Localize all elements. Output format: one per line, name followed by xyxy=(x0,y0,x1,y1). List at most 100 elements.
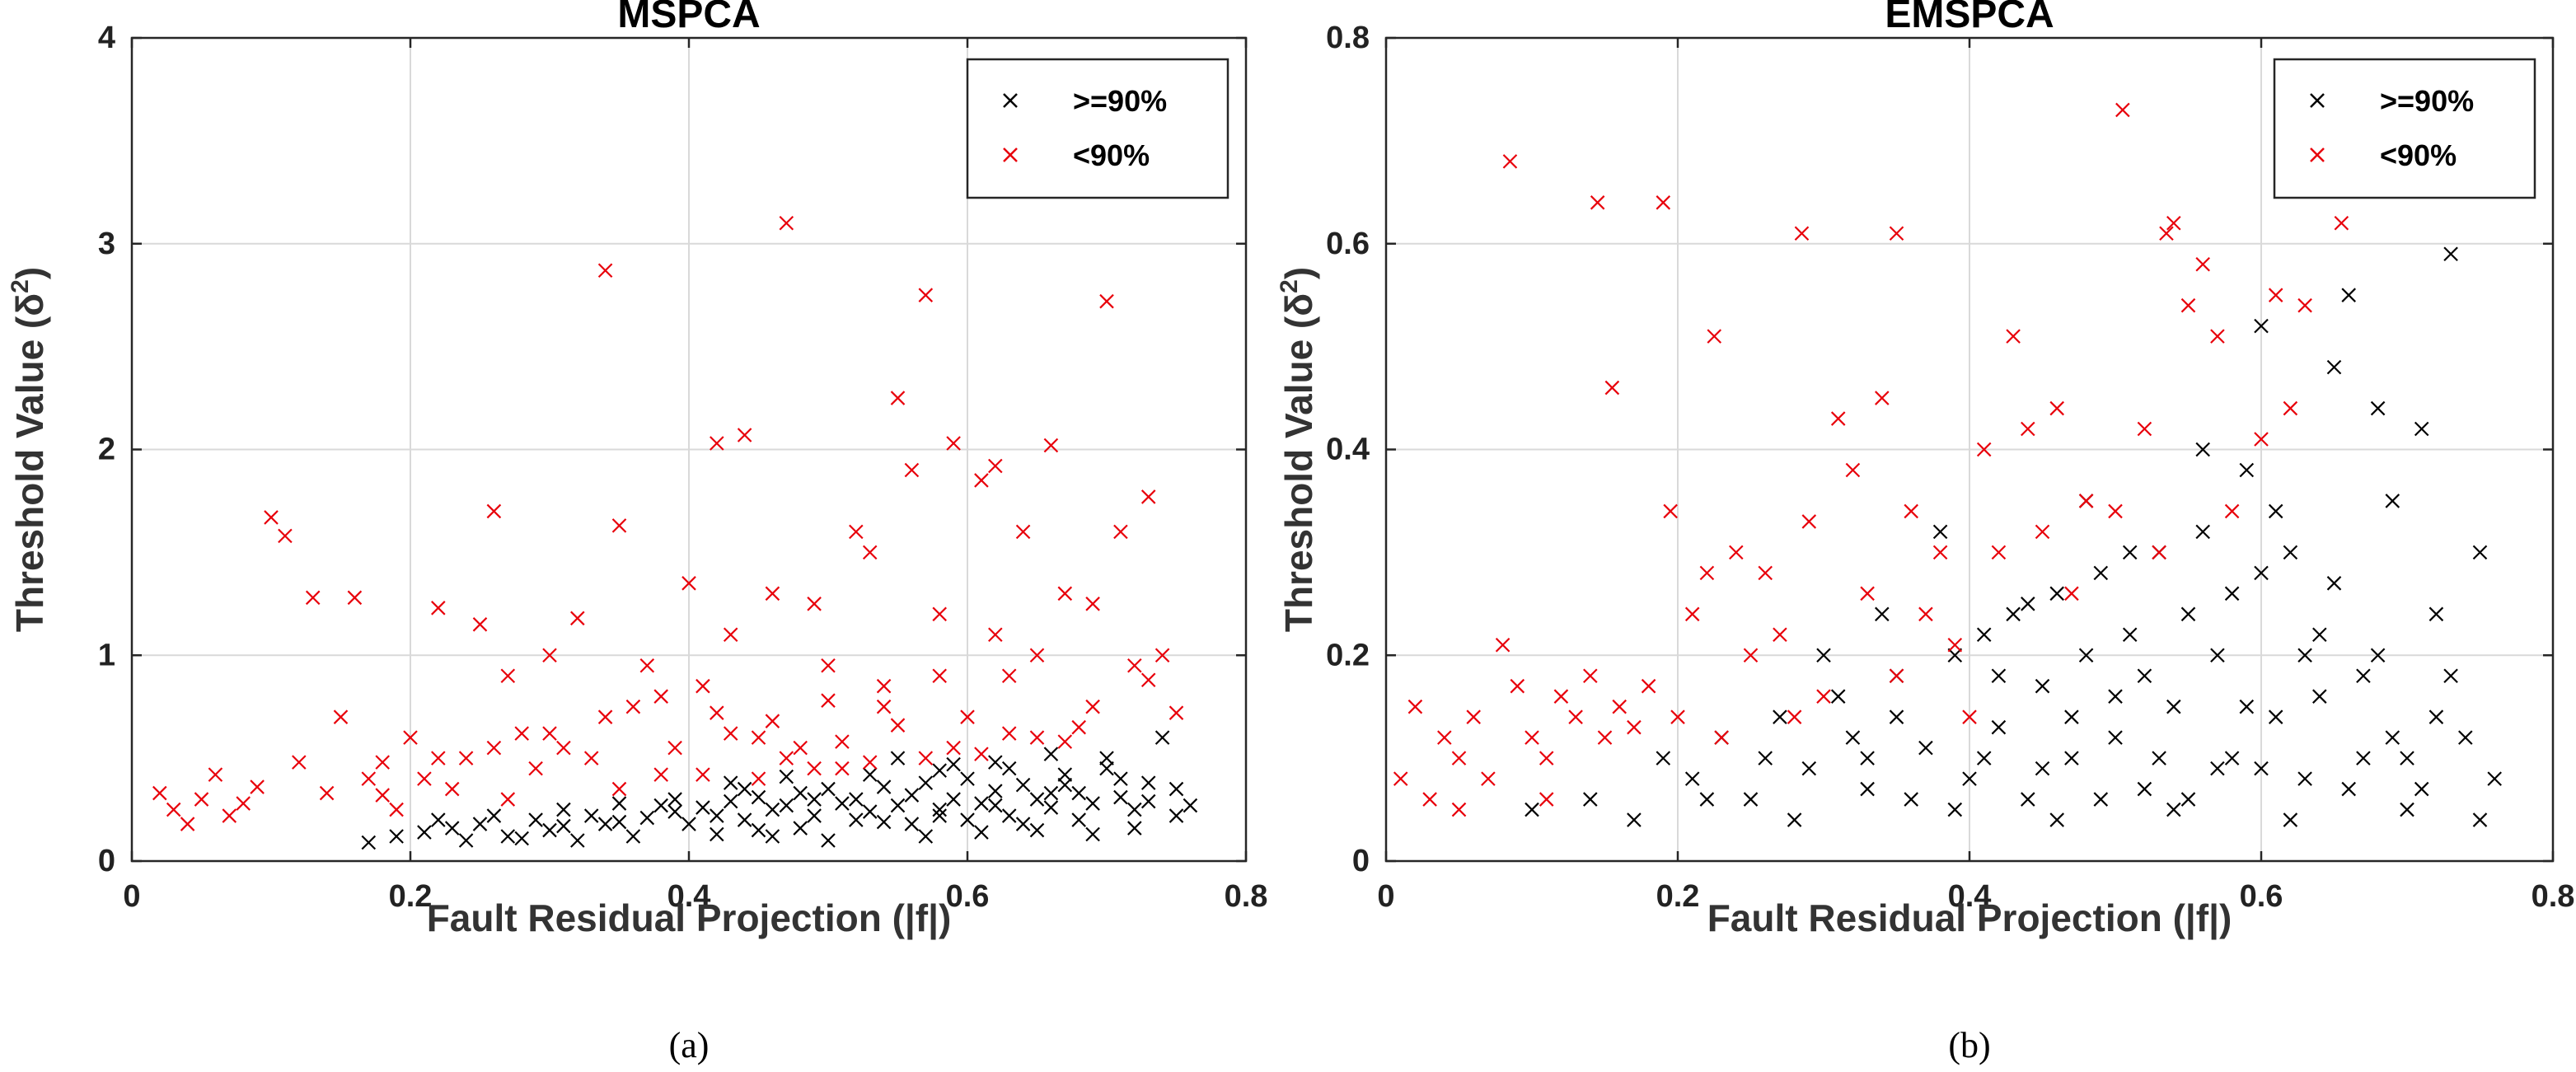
data-point xyxy=(1845,730,1861,745)
data-point xyxy=(862,767,878,782)
data-point xyxy=(2487,771,2502,786)
data-point xyxy=(611,781,627,797)
data-point xyxy=(876,814,892,830)
data-point xyxy=(1183,798,1198,813)
data-point xyxy=(1590,195,1605,210)
data-point xyxy=(1057,734,1073,749)
data-point xyxy=(570,611,585,626)
data-point xyxy=(556,818,571,834)
data-point xyxy=(2385,494,2400,508)
x-axis-label: Fault Residual Projection (|f|) xyxy=(427,896,952,939)
legend-label: >=90% xyxy=(2380,84,2474,118)
y-axis-label-close: ) xyxy=(8,267,51,279)
data-point xyxy=(1422,792,1437,807)
data-point xyxy=(1729,545,1744,560)
data-point xyxy=(1932,524,1948,540)
data-point xyxy=(500,792,516,807)
data-point xyxy=(583,808,599,823)
panel-caption: (b) xyxy=(1948,1025,1990,1065)
data-point xyxy=(946,792,961,807)
data-point xyxy=(918,751,934,765)
data-point xyxy=(1773,627,1787,643)
data-point xyxy=(1889,668,1904,684)
data-point xyxy=(389,829,404,844)
y-tick-label: 4 xyxy=(98,21,115,55)
data-point xyxy=(2414,421,2429,437)
data-point xyxy=(1085,826,1100,842)
data-point xyxy=(361,771,377,786)
data-point xyxy=(751,730,766,745)
data-point xyxy=(918,775,934,790)
data-point xyxy=(611,796,627,811)
data-point xyxy=(876,678,892,694)
data-point xyxy=(2035,524,2050,540)
data-point xyxy=(431,751,446,765)
data-point xyxy=(1656,195,1671,210)
data-point xyxy=(1001,668,1017,684)
data-point xyxy=(431,601,446,616)
data-point xyxy=(1451,751,1467,765)
data-point xyxy=(1627,719,1642,735)
data-point xyxy=(918,829,934,844)
data-point xyxy=(2064,751,2079,765)
data-point xyxy=(1845,462,1861,478)
data-point xyxy=(1991,668,2007,684)
data-point xyxy=(2166,215,2181,231)
y-tick-label: 0.8 xyxy=(1326,21,1370,55)
data-point xyxy=(2254,565,2269,581)
data-point xyxy=(821,693,836,708)
y-tick-label: 3 xyxy=(98,227,115,261)
data-point xyxy=(2137,421,2152,437)
data-point xyxy=(974,796,989,811)
chart-title: MSPCA xyxy=(617,0,760,36)
data-point xyxy=(890,718,906,733)
data-point xyxy=(2159,226,2174,241)
data-point xyxy=(1816,648,1831,663)
data-point xyxy=(876,779,892,794)
data-point xyxy=(2166,699,2181,714)
data-point xyxy=(1001,761,1017,776)
data-point xyxy=(1656,751,1671,765)
data-point xyxy=(403,730,418,745)
data-point xyxy=(528,761,543,776)
data-point xyxy=(946,740,961,756)
data-point xyxy=(500,829,516,844)
data-point xyxy=(1057,767,1073,782)
data-point xyxy=(2239,462,2255,478)
data-point xyxy=(960,812,975,827)
legend-marker xyxy=(2310,147,2325,162)
data-point xyxy=(2210,329,2225,344)
x-tick-label: 0.4 xyxy=(1948,879,1992,914)
data-point xyxy=(807,792,822,807)
y-tick-label: 0 xyxy=(98,844,115,878)
data-point xyxy=(653,767,668,782)
data-point xyxy=(765,714,780,728)
series-above-90 xyxy=(1525,246,2502,827)
data-point xyxy=(1612,699,1627,714)
data-point xyxy=(2297,771,2312,786)
data-point xyxy=(1451,802,1467,817)
data-point xyxy=(751,789,766,805)
data-point xyxy=(556,802,571,817)
data-point xyxy=(1670,709,1685,724)
data-point xyxy=(236,796,251,811)
data-point xyxy=(667,804,682,819)
data-point xyxy=(2472,812,2488,827)
data-point xyxy=(1071,785,1086,801)
y-tick-label: 2 xyxy=(98,433,115,467)
data-point xyxy=(1743,792,1759,807)
data-point xyxy=(1099,761,1114,776)
data-point xyxy=(2122,627,2138,643)
data-point xyxy=(974,747,989,761)
data-point xyxy=(974,473,989,488)
data-point xyxy=(1947,802,1963,817)
data-point xyxy=(1155,730,1170,745)
data-point xyxy=(639,658,655,673)
data-point xyxy=(946,436,961,451)
data-point xyxy=(611,814,627,830)
data-point xyxy=(1057,586,1073,602)
x-tick-label: 0.2 xyxy=(389,879,433,914)
data-point xyxy=(2166,802,2181,817)
data-point xyxy=(779,751,794,765)
